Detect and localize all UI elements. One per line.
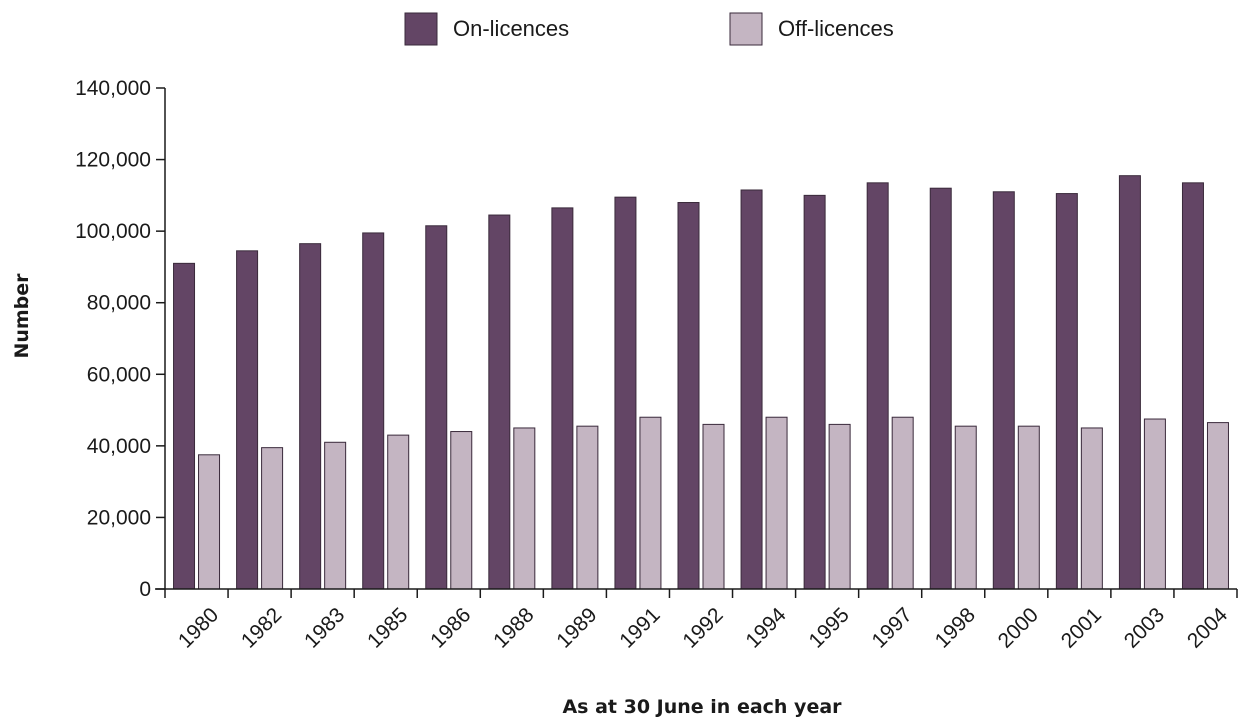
bar-on-licences: [929, 187, 952, 590]
bar-on-licences: [425, 225, 448, 590]
x-tick-label: 1994: [741, 603, 791, 653]
legend: On-licences Off-licences: [404, 12, 894, 46]
bar-off-licences: [1080, 427, 1103, 590]
bar-off-licences: [639, 416, 662, 590]
y-tick-label: 80,000: [87, 292, 151, 315]
y-axis-title: Number: [11, 273, 33, 359]
bar-off-licences: [1017, 425, 1040, 590]
bar-off-licences: [387, 434, 410, 590]
bar-on-licences: [362, 232, 385, 590]
bar-off-licences: [954, 425, 977, 590]
legend-swatch-off-licences: [729, 12, 763, 46]
x-tick-label: 1989: [552, 603, 601, 652]
x-tick-label: 1980: [174, 603, 223, 652]
bar-off-licences: [765, 416, 788, 590]
bar-on-licences: [1181, 182, 1204, 590]
bar-on-licences: [551, 207, 574, 590]
bar-off-licences: [891, 416, 914, 590]
bar-on-licences: [740, 189, 763, 590]
bar-on-licences: [1118, 175, 1141, 590]
y-tick-label: 140,000: [75, 77, 151, 100]
bar-on-licences: [173, 262, 196, 590]
x-tick-label: 1995: [804, 603, 853, 652]
bar-on-licences: [866, 182, 889, 590]
y-tick-label: 100,000: [75, 220, 151, 243]
x-tick-label: 2001: [1057, 603, 1106, 652]
bar-on-licences: [677, 202, 700, 590]
x-tick-label: 1982: [237, 603, 286, 652]
x-tick-label: 1985: [363, 603, 412, 652]
x-tick-label: 1992: [678, 603, 727, 652]
bar-off-licences: [450, 431, 473, 590]
bar-on-licences: [992, 191, 1015, 590]
x-tick-label: 2000: [994, 603, 1043, 652]
x-tick-label: 1997: [868, 603, 917, 652]
bar-on-licences: [299, 243, 322, 590]
bar-off-licences: [1206, 422, 1229, 590]
legend-label-on-licences: On-licences: [453, 16, 569, 41]
y-tick-label: 60,000: [87, 363, 151, 386]
x-tick-label: 2004: [1183, 603, 1233, 653]
legend-swatch-on-licences: [404, 12, 438, 46]
bar-on-licences: [614, 196, 637, 590]
y-tick-label: 20,000: [87, 506, 151, 529]
y-axis: 0 20,000 40,000 60,000 80,000 100,000 120,000 1…: [75, 77, 166, 601]
bar-off-licences: [324, 441, 347, 590]
bar-off-licences: [828, 423, 851, 590]
bar-off-licences: [1143, 418, 1166, 590]
bar-on-licences: [803, 194, 826, 590]
bar-off-licences: [576, 425, 599, 590]
bar-on-licences: [236, 250, 259, 590]
bar-on-licences: [488, 214, 511, 590]
x-tick-label: 1983: [300, 603, 349, 652]
y-tick-label: 0: [139, 578, 151, 601]
x-tick-label: 1998: [931, 603, 980, 652]
x-tick-label: 1988: [489, 603, 538, 652]
y-tick-label: 40,000: [87, 435, 151, 458]
bar-on-licences: [1055, 193, 1078, 590]
legend-label-off-licences: Off-licences: [778, 16, 894, 41]
x-tick-label: 2003: [1120, 603, 1169, 652]
bar-off-licences: [261, 447, 284, 590]
y-tick-label: 120,000: [75, 149, 151, 172]
bar-off-licences: [702, 423, 725, 590]
x-tick-label: 1991: [615, 603, 664, 652]
bar-off-licences: [513, 427, 536, 590]
bar-off-licences: [198, 454, 221, 590]
x-tick-label: 1986: [426, 603, 475, 652]
x-axis: 1980 1982 1983 1985 1986 1988 1989 1991 1992 1994…: [155, 588, 1238, 653]
bars: [173, 175, 1229, 590]
x-axis-title: As at 30 June in each year: [562, 696, 842, 718]
